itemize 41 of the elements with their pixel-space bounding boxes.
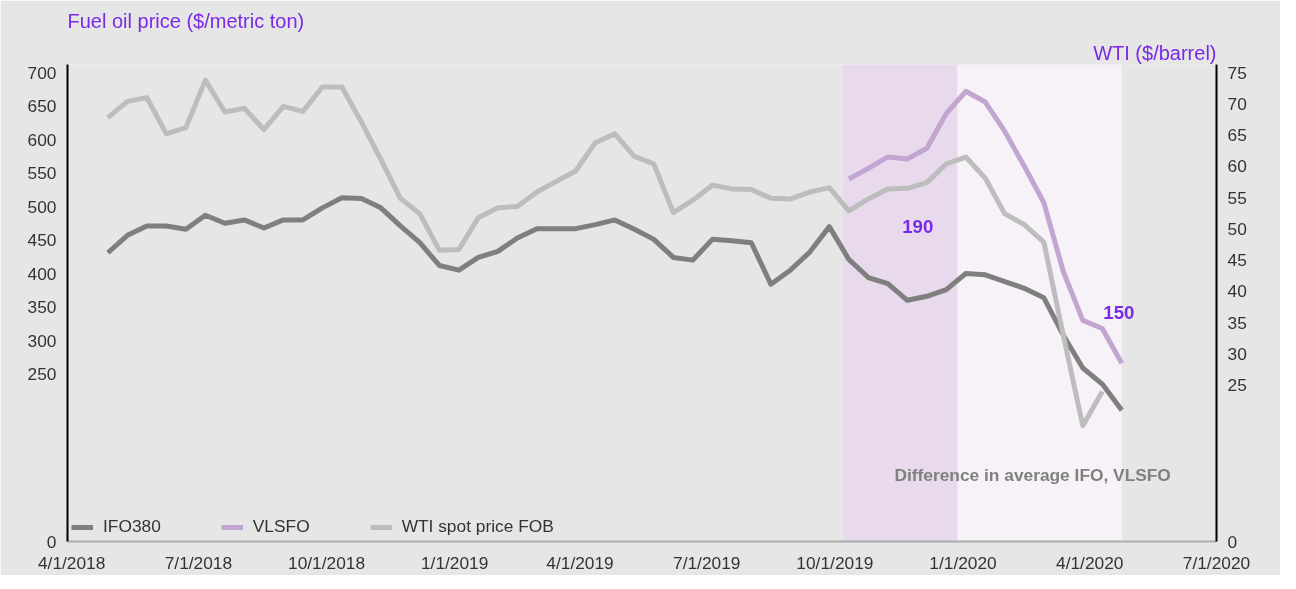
y-tick-label: 450: [27, 230, 57, 251]
x-tick-label: 10/1/2019: [796, 552, 874, 573]
x-tick-label: 4/1/2019: [546, 552, 614, 573]
x-tick-label: 7/1/2018: [164, 552, 233, 573]
y2-tick-label: 75: [1227, 62, 1247, 83]
y2-tick-label: 30: [1227, 343, 1247, 364]
annotation: 190: [902, 216, 934, 238]
y2-tick-label: 25: [1227, 375, 1247, 396]
y-tick-label: 650: [27, 96, 57, 117]
y-tick-label: 500: [27, 196, 57, 217]
y-tick-label: 550: [27, 163, 57, 184]
annotation: 150: [1103, 302, 1135, 324]
y2-tick-label: 0: [1227, 531, 1238, 552]
y2-tick-label: 45: [1227, 250, 1247, 271]
y2-tick-label: 65: [1227, 125, 1247, 146]
y2-tick-label: 35: [1227, 312, 1247, 333]
x-tick-label: 1/1/2020: [929, 552, 997, 573]
legend-label: IFO380: [103, 516, 161, 537]
legend-label: WTI spot price FOB: [401, 516, 554, 537]
x-tick-label: 7/1/2020: [1182, 552, 1251, 573]
y-tick-label: 350: [27, 297, 57, 318]
annotation: Difference in average IFO, VLSFO: [894, 464, 1171, 485]
y-tick-label: 600: [27, 129, 57, 150]
x-tick-label: 10/1/2018: [288, 552, 366, 573]
y2-tick-label: 70: [1227, 93, 1247, 114]
y2-tick-label: 60: [1227, 156, 1247, 177]
y-tick-label: 400: [27, 263, 57, 284]
legend-label: VLSFO: [252, 516, 310, 537]
y2-tick-label: 40: [1227, 281, 1247, 302]
y-axis-title: Fuel oil price ($/metric ton): [67, 9, 305, 32]
x-tick-label: 4/1/2020: [1056, 552, 1124, 573]
y2-tick-label: 50: [1227, 218, 1247, 239]
y2-axis-title: WTI ($/barrel): [1093, 41, 1217, 64]
y-tick-label: 250: [27, 364, 57, 385]
x-tick-label: 4/1/2018: [37, 552, 106, 573]
y-tick-label: 0: [46, 531, 57, 552]
y2-tick-label: 55: [1227, 187, 1247, 208]
y-tick-label: 700: [27, 62, 57, 83]
x-tick-label: 1/1/2019: [420, 552, 489, 573]
y-tick-label: 300: [27, 330, 57, 351]
x-tick-label: 7/1/2019: [673, 552, 741, 573]
